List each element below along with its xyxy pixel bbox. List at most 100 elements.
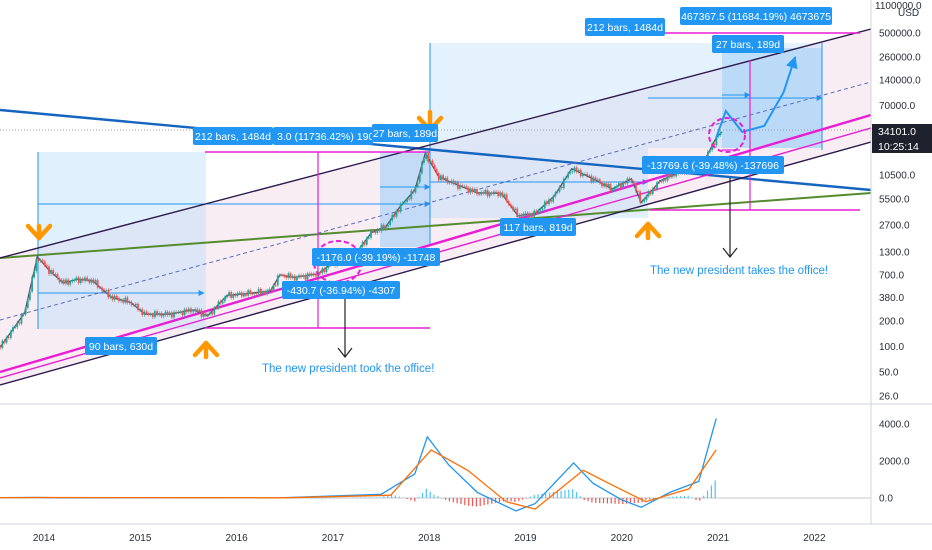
candle xyxy=(490,190,493,196)
candle xyxy=(232,292,235,300)
candle xyxy=(467,185,470,195)
candle xyxy=(374,229,377,235)
candle xyxy=(143,309,146,317)
histogram-bar xyxy=(506,498,508,501)
label-drop-2016-a: -1176.0 (-39.19%) -11748 xyxy=(312,248,440,266)
histogram-bar xyxy=(572,489,574,498)
candle xyxy=(221,299,224,306)
label-measure-2021: 212 bars, 1484d xyxy=(585,18,665,36)
candle xyxy=(382,223,385,231)
candle xyxy=(179,310,182,314)
histogram-bar xyxy=(406,498,408,499)
label-measure-2017-pct: 3.0 (11736.42%) 1901 xyxy=(273,127,380,145)
candle xyxy=(552,194,555,204)
time-axis[interactable]: 2014 2015 2016 2017 2018 2019 2020 2021 2022 xyxy=(0,523,932,544)
candle xyxy=(518,213,521,219)
candle xyxy=(274,283,277,287)
histogram-bar xyxy=(583,498,585,500)
histogram-bar xyxy=(622,498,624,504)
histogram-bar xyxy=(683,496,685,498)
candle xyxy=(658,179,661,184)
histogram-bar xyxy=(633,498,635,504)
candle xyxy=(416,180,419,189)
candle xyxy=(524,211,527,216)
candle xyxy=(393,213,396,219)
candle xyxy=(310,271,313,278)
candle xyxy=(90,277,93,285)
candle xyxy=(103,288,105,293)
histogram-bar xyxy=(629,498,632,504)
candle xyxy=(312,271,315,278)
histogram-bar xyxy=(40,498,42,499)
candle xyxy=(459,183,461,191)
candle xyxy=(391,213,394,223)
candle xyxy=(213,305,216,317)
histogram-bar xyxy=(468,498,470,506)
histogram-bar xyxy=(394,495,397,498)
candle xyxy=(325,265,328,274)
candle xyxy=(522,211,525,220)
candle xyxy=(120,298,122,303)
candle xyxy=(615,184,618,190)
histogram-bar xyxy=(391,494,393,498)
candle xyxy=(92,277,95,285)
candle xyxy=(217,299,220,310)
candle xyxy=(656,180,658,192)
candle xyxy=(50,268,52,276)
candle xyxy=(529,211,531,219)
candle xyxy=(211,310,213,317)
histogram-bar xyxy=(460,498,462,505)
candle xyxy=(618,181,620,188)
svg-text:212 bars, 1484d: 212 bars, 1484d xyxy=(587,22,663,34)
candle xyxy=(7,335,10,340)
price-axis[interactable]: 1100000.0 USD 500000.0 260000.0 140000.0 70… xyxy=(870,0,932,524)
candle xyxy=(302,273,305,279)
candle xyxy=(151,312,154,319)
histogram-bar xyxy=(564,490,566,498)
label-measure-2021-peak: 27 bars, 189d xyxy=(712,35,784,53)
candle xyxy=(626,176,629,186)
label-measure-2017: 212 bars, 1484d xyxy=(193,127,273,145)
candle xyxy=(171,310,173,320)
histogram-bar xyxy=(456,498,458,504)
candle xyxy=(319,269,322,275)
histogram-bar xyxy=(317,497,320,499)
candle xyxy=(113,294,116,302)
candle xyxy=(185,307,188,314)
candle xyxy=(645,194,648,202)
histogram-bar xyxy=(425,488,427,498)
candle xyxy=(537,208,540,215)
candle xyxy=(65,277,67,286)
candle xyxy=(69,279,72,287)
candle xyxy=(77,275,80,285)
candle xyxy=(251,291,254,296)
histogram-bar xyxy=(441,498,443,499)
histogram-bar xyxy=(483,498,485,506)
label-measure-2019: 117 bars, 819d xyxy=(500,218,576,236)
candle xyxy=(283,273,286,279)
candle xyxy=(421,161,423,176)
histogram-bar xyxy=(410,498,412,501)
candle xyxy=(628,176,631,182)
candle xyxy=(219,299,222,306)
candle xyxy=(444,176,447,182)
candle xyxy=(109,293,112,300)
candle xyxy=(505,192,508,204)
candle xyxy=(584,172,586,176)
candle xyxy=(279,273,281,278)
candle xyxy=(139,307,141,312)
candle xyxy=(224,295,226,304)
histogram-bar xyxy=(418,497,420,498)
label-measure-2018-peak: 27 bars, 189d xyxy=(372,124,438,142)
candle xyxy=(147,311,150,317)
candle xyxy=(67,277,69,287)
candle xyxy=(510,202,512,209)
candle xyxy=(546,199,548,206)
candle xyxy=(14,325,16,330)
candle xyxy=(660,179,663,184)
candle xyxy=(285,274,288,280)
histogram-bar xyxy=(464,498,466,506)
label-measure-2021-pct: 467367.5 (11684.19%) 4673675 xyxy=(680,7,832,25)
candle xyxy=(488,190,491,199)
